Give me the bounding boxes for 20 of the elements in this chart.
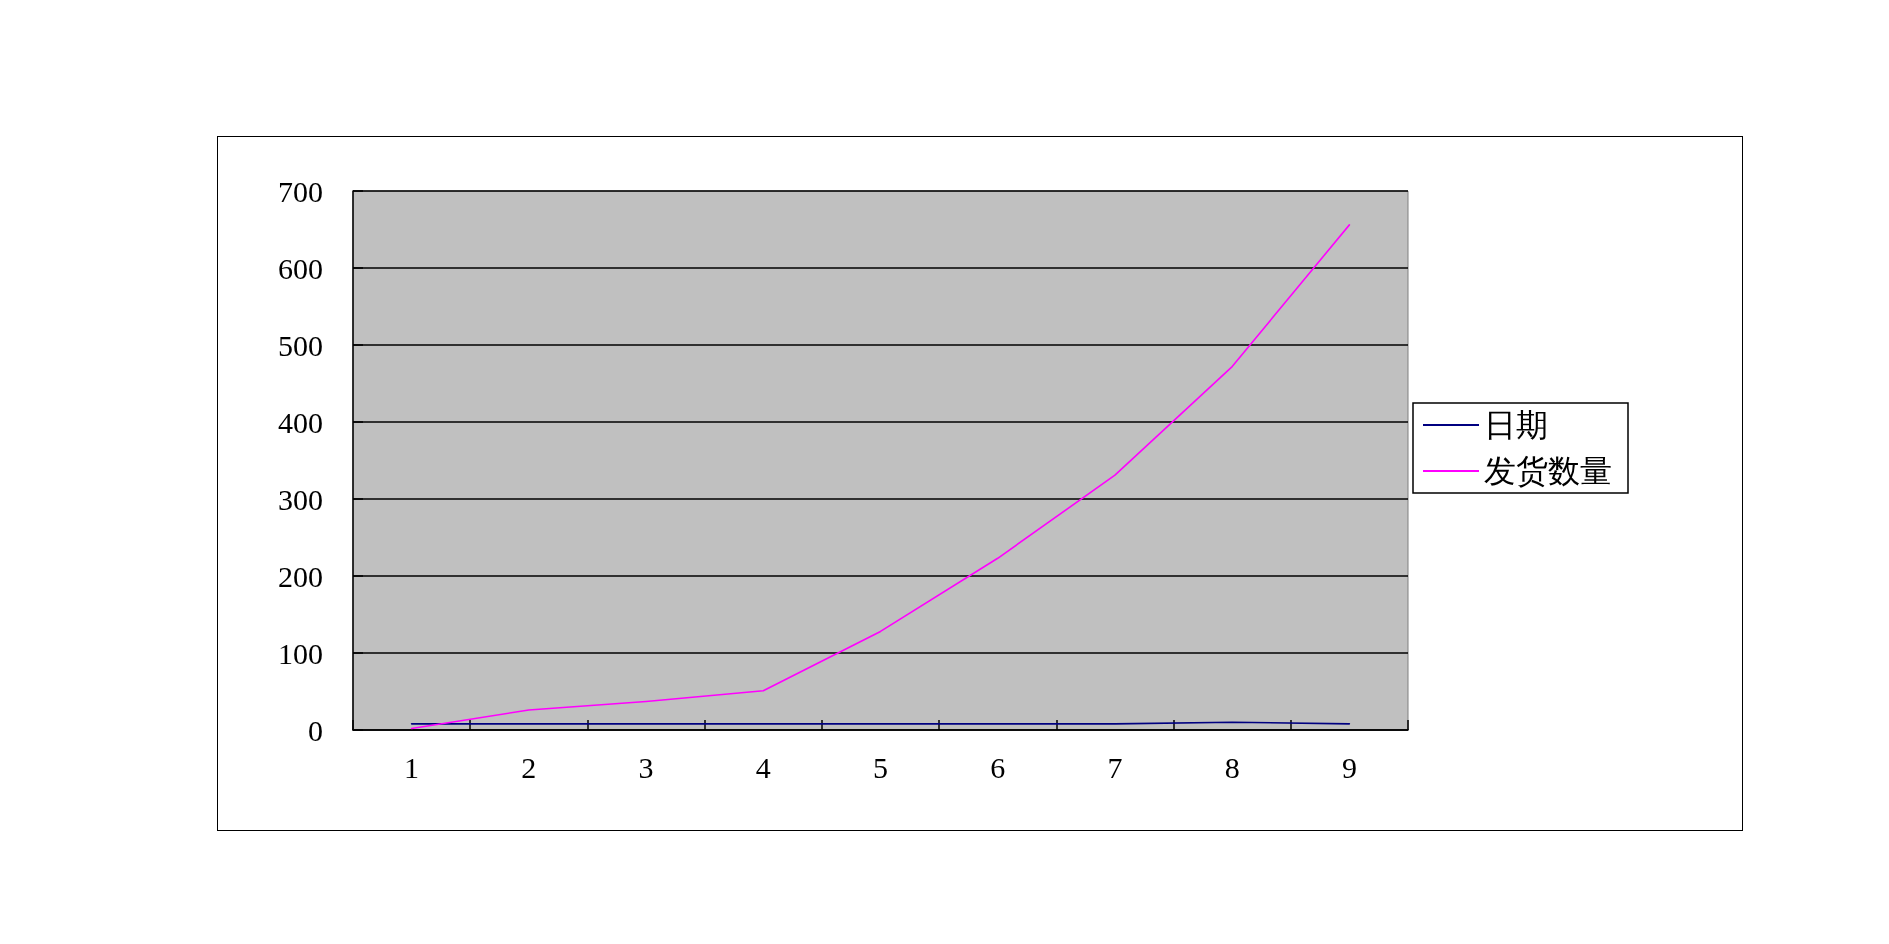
legend-label: 发货数量: [1484, 452, 1612, 490]
y-tick-label: 200: [278, 559, 323, 593]
y-tick-label: 500: [278, 328, 323, 362]
x-tick-label: 5: [873, 750, 888, 784]
legend-label: 日期: [1484, 406, 1548, 444]
x-tick-label: 3: [638, 750, 654, 784]
y-tick-label: 100: [278, 636, 323, 670]
x-tick-label: 1: [404, 750, 420, 784]
y-tick-label: 300: [278, 482, 323, 516]
y-tick-label: 400: [278, 405, 323, 439]
x-tick-label: 4: [755, 750, 771, 784]
x-tick-label: 9: [1341, 750, 1357, 784]
y-tick-label: 700: [278, 174, 323, 208]
x-tick-label: 2: [521, 750, 537, 784]
x-tick-label: 6: [990, 750, 1006, 784]
y-tick-label: 0: [308, 713, 323, 747]
x-tick-label: 7: [1107, 750, 1123, 784]
line-series: [410, 224, 1351, 730]
x-tick-label: 8: [1224, 750, 1240, 784]
y-tick-label: 600: [278, 251, 323, 285]
